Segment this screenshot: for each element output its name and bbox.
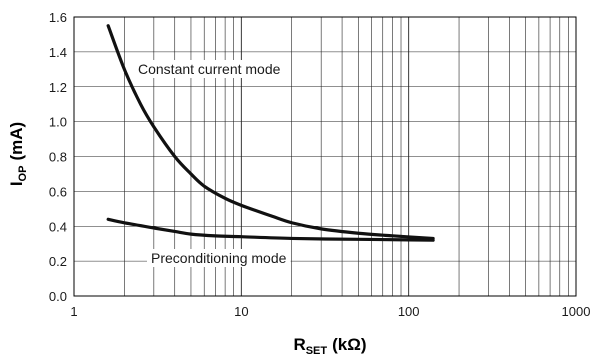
x-tick-label: 1 — [70, 304, 77, 319]
plot-frame — [73, 16, 577, 297]
y-tick-label: 0.8 — [49, 150, 67, 165]
series-lines — [106, 24, 435, 242]
y-tick-label: 1.4 — [49, 45, 67, 60]
y-tick-label: 1.6 — [49, 10, 67, 25]
x-axis-label: RSET (kΩ) — [293, 335, 366, 357]
y-tick-label: 0.0 — [49, 289, 67, 304]
x-tick-label: 10 — [234, 304, 248, 319]
annotation-constant-current-mode: Constant current mode — [138, 61, 281, 77]
x-tick-label: 1000 — [562, 304, 591, 319]
x-tick-label: 100 — [398, 304, 420, 319]
annotation-preconditioning-mode: Preconditioning mode — [151, 250, 287, 266]
series-line-preconditioning-mode — [106, 217, 435, 242]
series-line-constant-current-mode — [106, 24, 435, 241]
y-tick-label: 0.4 — [49, 219, 67, 234]
annotation-background — [134, 60, 285, 78]
x-axis-label-unit: (kΩ) — [332, 335, 366, 354]
y-tick-label: 0.2 — [49, 254, 67, 269]
y-axis-label-unit: (mA) — [7, 122, 26, 161]
x-axis-label-sub: SET — [306, 345, 328, 357]
y-tick-label: 1.0 — [49, 115, 67, 130]
tick-labels: 0.0 0.2 0.4 0.6 0.8 1.0 1.2 1.4 1.6 1 10 100 1000 — [49, 10, 591, 319]
y-tick-label: 0.6 — [49, 184, 67, 199]
y-tick-label: 1.2 — [49, 80, 67, 95]
y-axis-label-sub: OP — [17, 166, 29, 182]
y-axis-label-main: I — [7, 181, 26, 186]
annotation-background — [147, 249, 291, 267]
x-axis-label-main: R — [293, 335, 305, 354]
y-axis-label: IOP (mA) — [7, 122, 29, 186]
